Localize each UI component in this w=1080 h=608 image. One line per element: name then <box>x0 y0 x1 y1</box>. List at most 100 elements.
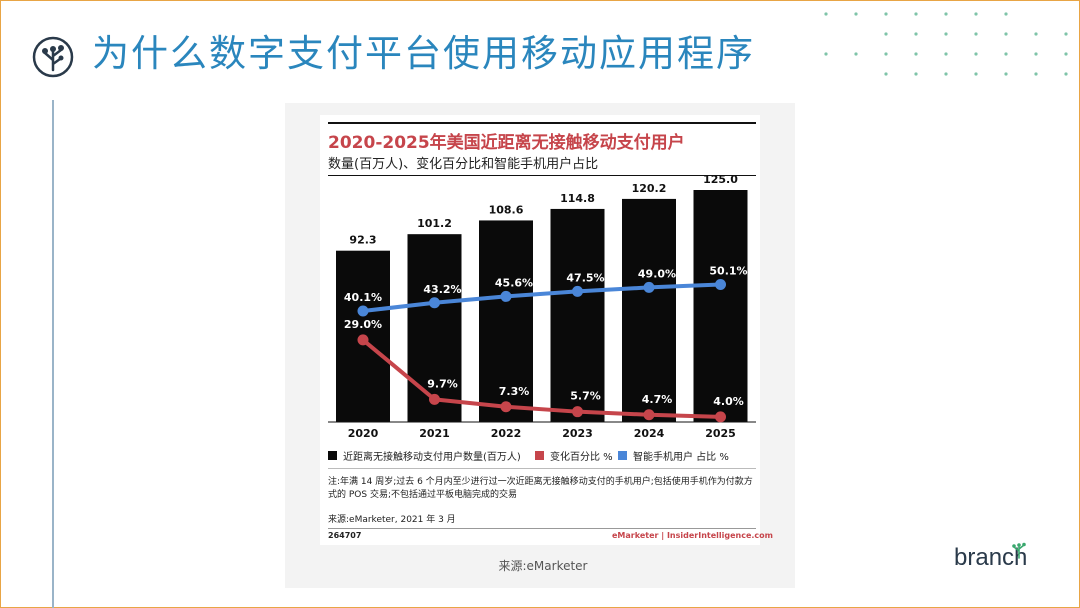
legend-swatch-smartphone <box>618 451 627 460</box>
decor-dot <box>884 72 888 76</box>
bar-value-2021: 101.2 <box>417 217 452 230</box>
chart-note: 注:年满 14 周岁;过去 6 个月内至少进行过一次近距离无接触移动支付的手机用… <box>328 477 753 500</box>
decor-dot <box>944 72 948 76</box>
smartphone-point-2022 <box>500 290 512 302</box>
chart-footer-rule <box>328 528 756 529</box>
chart-id: 264707 <box>328 531 362 540</box>
smartphone-point-2025 <box>715 279 726 290</box>
change-line <box>361 337 723 419</box>
bar-2023 <box>550 208 605 422</box>
decor-dot <box>1064 32 1068 36</box>
decor-dot <box>824 52 828 56</box>
change-label-2025: 4.0% <box>713 395 744 408</box>
decor-dot <box>944 12 948 16</box>
decor-dot <box>914 32 918 36</box>
bar-value-2023: 114.8 <box>560 192 595 205</box>
decor-dot <box>974 12 978 16</box>
change-label-2022: 7.3% <box>499 385 530 398</box>
bar-2021 <box>407 234 462 422</box>
decor-dot <box>1034 52 1038 56</box>
decor-dot <box>914 72 918 76</box>
bar-2025 <box>693 190 748 422</box>
change-point-2020 <box>357 334 369 346</box>
smartphone-label-2023: 47.5% <box>566 271 604 284</box>
decor-dot <box>944 52 948 56</box>
chart-source: 来源:eMarketer, 2021 年 3 月 <box>328 515 456 525</box>
smartphone-point-2023 <box>572 285 583 297</box>
x-tick-2023: 2023 <box>562 427 593 440</box>
change-point-2021 <box>429 393 440 405</box>
smartphone-point-2024 <box>643 281 655 293</box>
smartphone-label-2021: 43.2% <box>423 283 461 296</box>
bar-value-2025: 125.0 <box>703 173 738 186</box>
decor-dot <box>1004 72 1008 76</box>
bar-value-2024: 120.2 <box>632 182 667 195</box>
decor-dot <box>974 52 978 56</box>
bar-value-2022: 108.6 <box>489 203 524 216</box>
smartphone-label-2025: 50.1% <box>709 265 747 278</box>
bar-2022 <box>479 220 533 422</box>
decor-dot <box>1064 52 1068 56</box>
decor-dot <box>824 12 828 16</box>
sprig-icon <box>1012 542 1026 559</box>
decor-dot <box>884 12 888 16</box>
change-label-2023: 5.7% <box>570 390 601 403</box>
page-title: 为什么数字支付平台使用移动应用程序 <box>92 32 755 75</box>
decor-dot <box>884 52 888 56</box>
smartphone-label-2022: 45.6% <box>495 276 533 289</box>
x-tick-2025: 2025 <box>705 427 736 440</box>
dot-grid-decoration <box>824 12 1068 76</box>
chart-header-rule <box>328 175 756 176</box>
smartphone-point-2021 <box>429 297 440 309</box>
chart-panel <box>320 115 760 545</box>
decor-dot <box>854 52 858 56</box>
decor-dot <box>974 72 978 76</box>
image-caption-text: 来源:eMarketer <box>498 559 588 573</box>
chart-title: 2020-2025年美国近距离无接触移动支付用户 <box>328 133 685 153</box>
change-point-2023 <box>572 406 583 418</box>
x-tick-2024: 2024 <box>634 427 665 440</box>
smartphone-point-2020 <box>357 305 369 317</box>
decor-dot <box>854 12 858 16</box>
smartphone-label-2024: 49.0% <box>638 267 676 280</box>
decor-dot <box>944 32 948 36</box>
legend-label-smartphone: 智能手机用户 占比 % <box>633 452 729 463</box>
change-point-2025 <box>715 411 726 423</box>
decor-dot <box>1034 32 1038 36</box>
x-tick-2021: 2021 <box>419 427 450 440</box>
legend-rule <box>328 468 756 469</box>
decor-dot <box>914 52 918 56</box>
x-tick-2022: 2022 <box>491 427 522 440</box>
smartphone-label-2020: 40.1% <box>344 291 382 304</box>
legend-item-smartphone: 智能手机用户 占比 % <box>618 448 729 463</box>
decor-dot <box>1004 52 1008 56</box>
bar-2024 <box>622 198 676 422</box>
change-label-2021: 9.7% <box>427 377 458 390</box>
decor-dot <box>1004 12 1008 16</box>
legend-item-bars: 近距离无接触移动支付用户数量(百万人) <box>328 448 521 463</box>
legend-item-change: 变化百分比 % <box>535 448 613 463</box>
change-label-2020: 29.0% <box>344 318 382 331</box>
bar-value-2020: 92.3 <box>349 234 376 247</box>
x-tick-2020: 2020 <box>348 427 379 440</box>
legend-swatch-change <box>535 451 544 460</box>
decor-dot <box>884 32 888 36</box>
image-caption: 来源:eMarketer <box>0 557 1080 574</box>
tree-logo-icon <box>32 36 74 78</box>
left-accent-line <box>52 100 54 608</box>
change-label-2024: 4.7% <box>642 393 673 406</box>
decor-dot <box>974 32 978 36</box>
legend-swatch-bars <box>328 451 337 460</box>
decor-dot <box>914 12 918 16</box>
change-point-2022 <box>500 401 512 413</box>
decor-dot <box>1034 72 1038 76</box>
smartphone-line <box>361 282 723 313</box>
legend-label-bars: 近距离无接触移动支付用户数量(百万人) <box>343 452 521 463</box>
chart-top-rule <box>328 122 756 124</box>
decor-dot <box>1064 72 1068 76</box>
change-point-2024 <box>643 409 655 421</box>
chart-subtitle: 数量(百万人)、变化百分比和智能手机用户占比 <box>328 157 599 172</box>
chart-footer-brand: eMarketer | InsiderIntelligence.com <box>612 531 773 540</box>
decor-dot <box>1004 32 1008 36</box>
